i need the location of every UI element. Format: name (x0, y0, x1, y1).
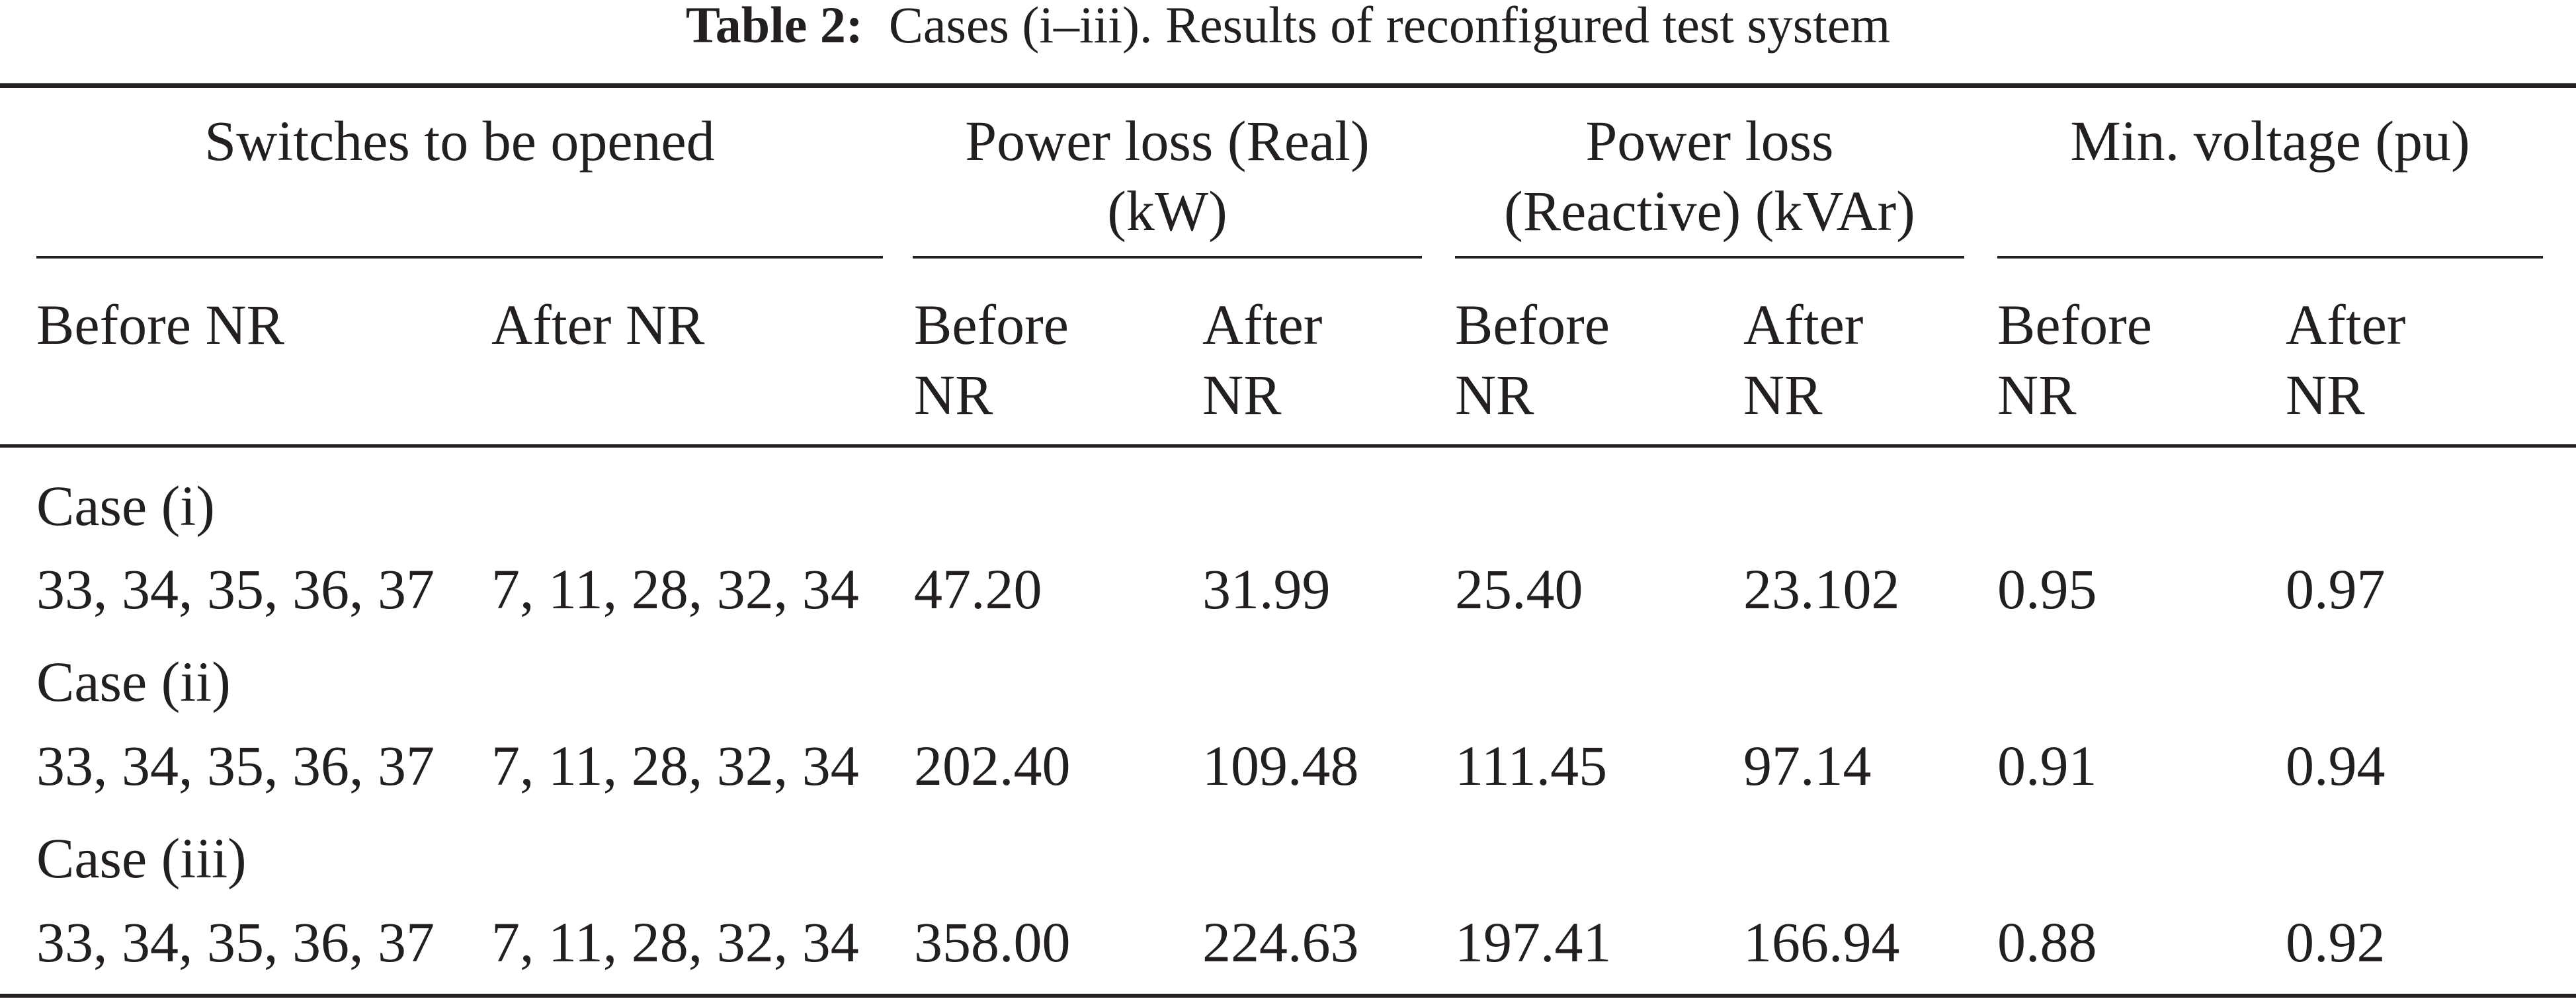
subheader-line: Before (914, 293, 1069, 356)
cell-real-after: 224.63 (1202, 910, 1359, 974)
subheader-real-before: Before NR (914, 290, 1069, 430)
section-label-case-ii: Case (ii) (36, 650, 231, 713)
cell-voltage-before: 0.91 (1997, 734, 2097, 797)
cell-real-after: 31.99 (1202, 557, 1331, 621)
cell-voltage-before: 0.95 (1997, 557, 2097, 621)
cell-voltage-after: 0.94 (2286, 734, 2386, 797)
subheader-line: After (1743, 293, 1864, 356)
cell-reactive-after: 23.102 (1743, 557, 1900, 621)
section-label-case-i: Case (i) (36, 474, 215, 538)
cell-real-before: 202.40 (914, 734, 1071, 797)
cell-real-before: 47.20 (914, 557, 1042, 621)
cell-real-after: 109.48 (1202, 734, 1359, 797)
subheader-reactive-before: Before NR (1455, 290, 1610, 430)
cell-switches-before: 33, 34, 35, 36, 37 (36, 734, 435, 797)
subheader-line: NR (1743, 363, 1823, 426)
group-header-line: (Reactive) (kVAr) (1504, 179, 1915, 243)
top-rule (0, 83, 2576, 88)
caption-label: Table 2: (685, 0, 863, 54)
group-header-switches: Switches to be opened (36, 106, 883, 176)
cell-reactive-after: 166.94 (1743, 910, 1900, 974)
subheader-real-after: After NR (1202, 290, 1322, 430)
subheader-line: Before NR (36, 293, 284, 356)
group-header-reactive-loss: Power loss (Reactive) (kVAr) (1455, 106, 1964, 246)
group-header-min-voltage: Min. voltage (pu) (1997, 106, 2543, 176)
subheader-line: Before (1997, 293, 2152, 356)
table-caption: Table 2: Cases (i–iii). Results of recon… (0, 0, 2576, 53)
cell-voltage-before: 0.88 (1997, 910, 2097, 974)
subheader-line: After (2286, 293, 2406, 356)
group-header-line: (kW) (1107, 179, 1227, 243)
subheader-line: NR (1997, 363, 2077, 426)
cell-reactive-before: 197.41 (1455, 910, 1612, 974)
group-rule-min-voltage (1997, 256, 2543, 259)
cell-switches-after: 7, 11, 28, 32, 34 (491, 734, 859, 797)
header-rule (0, 444, 2576, 448)
cell-reactive-before: 111.45 (1455, 734, 1608, 797)
section-label-case-iii: Case (iii) (36, 826, 247, 890)
bottom-rule (0, 994, 2576, 998)
group-header-line: Switches to be opened (204, 109, 715, 173)
cell-reactive-after: 97.14 (1743, 734, 1872, 797)
subheader-switches-before: Before NR (36, 290, 284, 360)
cell-reactive-before: 25.40 (1455, 557, 1583, 621)
group-rule-switches (36, 256, 883, 259)
cell-switches-before: 33, 34, 35, 36, 37 (36, 910, 435, 974)
group-header-line: Power loss (1585, 109, 1834, 173)
subheader-voltage-after: After NR (2286, 290, 2405, 430)
subheader-voltage-before: Before NR (1997, 290, 2152, 430)
group-header-line: Min. voltage (pu) (2070, 109, 2470, 173)
subheader-line: Before (1455, 293, 1610, 356)
cell-switches-before: 33, 34, 35, 36, 37 (36, 557, 435, 621)
caption-text: Cases (i–iii). Results of reconfigured t… (888, 0, 1891, 54)
subheader-switches-after: After NR (491, 290, 704, 360)
group-rule-reactive-loss (1455, 256, 1964, 259)
cell-switches-after: 7, 11, 28, 32, 34 (491, 557, 859, 621)
subheader-line: NR (1455, 363, 1534, 426)
subheader-line: NR (1202, 363, 1282, 426)
subheader-line: After (1202, 293, 1323, 356)
cell-voltage-after: 0.92 (2286, 910, 2386, 974)
subheader-reactive-after: After NR (1743, 290, 1863, 430)
subheader-line: NR (914, 363, 993, 426)
subheader-line: After NR (491, 293, 705, 356)
cell-voltage-after: 0.97 (2286, 557, 2386, 621)
group-header-line: Power loss (Real) (965, 109, 1370, 173)
subheader-line: NR (2286, 363, 2365, 426)
cell-real-before: 358.00 (914, 910, 1071, 974)
group-header-real-loss: Power loss (Real) (kW) (913, 106, 1422, 246)
group-rule-real-loss (913, 256, 1422, 259)
cell-switches-after: 7, 11, 28, 32, 34 (491, 910, 859, 974)
